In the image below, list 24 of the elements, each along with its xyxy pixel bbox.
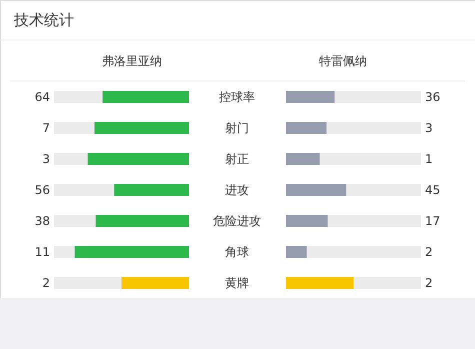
data-label: 2 xyxy=(42,276,50,290)
text: 技术统计 xyxy=(13,11,74,29)
data-label: 56 xyxy=(34,183,50,197)
text: 弗洛里亚纳 xyxy=(102,54,162,68)
data-label: 64 xyxy=(34,90,50,104)
data-label: 3 xyxy=(42,152,50,166)
data-label: 1 xyxy=(425,152,433,166)
data-label: 45 xyxy=(425,183,440,197)
category-label: 角球 xyxy=(225,245,249,259)
data-label: 17 xyxy=(425,214,440,228)
category-label: 射正 xyxy=(225,152,249,166)
data-label: 2 xyxy=(425,245,433,259)
data-label: 38 xyxy=(34,214,50,228)
data-label: 11 xyxy=(34,245,50,259)
text: 特雷佩纳 xyxy=(319,54,367,68)
category-label: 射门 xyxy=(225,121,249,135)
category-label: 控球率 xyxy=(219,90,255,104)
data-label: 7 xyxy=(42,121,50,135)
data-label: 3 xyxy=(425,121,433,135)
category-label: 黄牌 xyxy=(225,276,249,290)
category-label: 危险进攻 xyxy=(213,214,261,228)
data-label: 36 xyxy=(425,90,440,104)
data-label: 2 xyxy=(425,276,433,290)
category-label: 进攻 xyxy=(225,183,249,197)
